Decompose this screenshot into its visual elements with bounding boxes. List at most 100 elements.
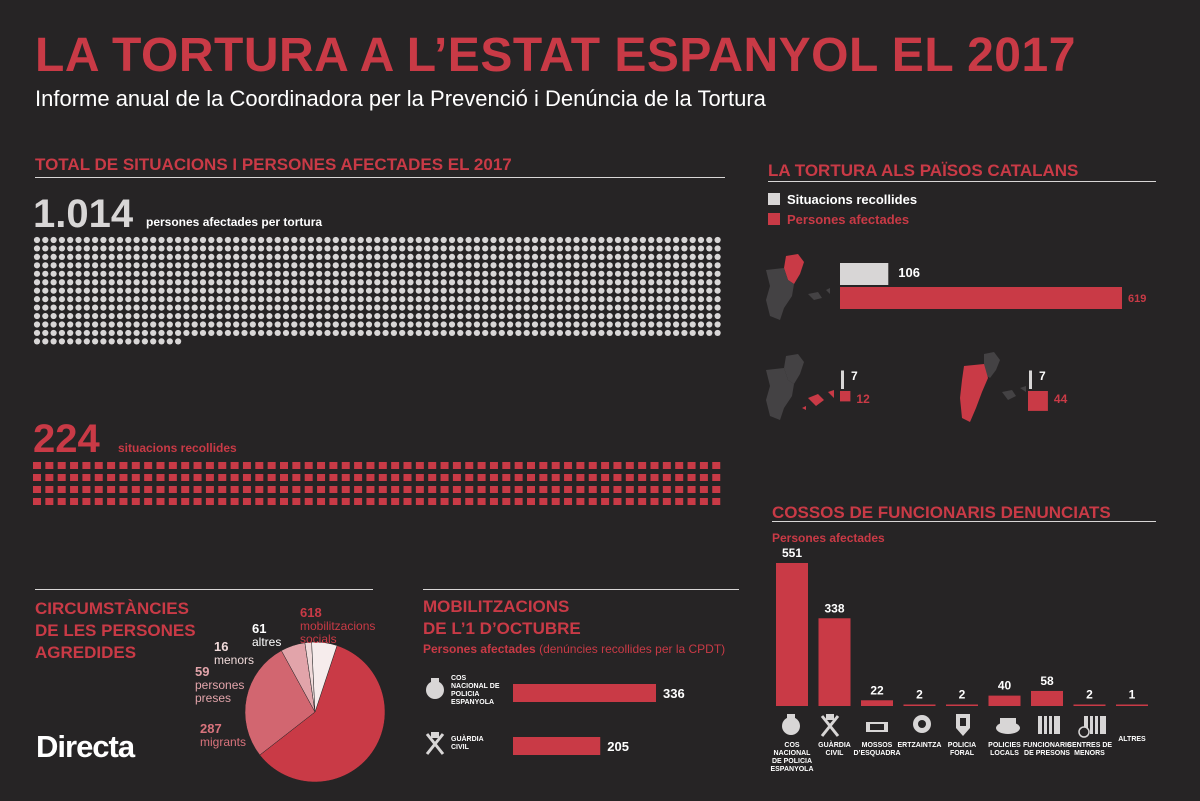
situation-square [465, 498, 474, 505]
person-dot [108, 304, 115, 311]
person-dot [548, 287, 555, 294]
person-dot [648, 287, 655, 294]
person-dot [42, 287, 49, 294]
person-dot [382, 262, 389, 269]
cossos-rule [772, 521, 1156, 522]
person-dot [42, 312, 49, 320]
person-dot [42, 270, 49, 277]
situation-square [280, 462, 288, 469]
person-dot [606, 262, 613, 269]
policies-locals-icon [996, 718, 1020, 734]
person-dot [67, 279, 74, 286]
situation-square [440, 486, 449, 493]
person-dot [482, 312, 489, 320]
person-dot [714, 304, 721, 311]
person-dot [233, 287, 240, 294]
person-dot [457, 287, 464, 294]
person-dot [33, 338, 41, 345]
person-dot [191, 236, 198, 244]
person-dot [581, 279, 588, 286]
person-dot [382, 236, 389, 244]
person-dot [332, 279, 339, 286]
person-dot [465, 321, 472, 328]
person-dot [50, 312, 57, 320]
cossos-category-label: POLICIES LOCALS [988, 742, 1021, 757]
persons-label: persones afectades per tortura [146, 215, 323, 229]
person-dot [515, 312, 522, 320]
person-dot [83, 296, 90, 303]
person-dot [540, 279, 547, 286]
mob-heading-line1: MOBILITZACIONS [423, 597, 570, 616]
situation-square [292, 486, 301, 493]
person-dot [507, 287, 514, 294]
person-dot [83, 236, 90, 244]
person-dot [606, 270, 613, 277]
person-dot [125, 236, 132, 244]
person-dot [656, 321, 663, 328]
person-dot [498, 296, 505, 303]
person-dot [540, 270, 547, 277]
person-dot [307, 253, 314, 260]
situation-square [45, 474, 54, 481]
person-dot [92, 270, 99, 277]
person-dot [316, 321, 323, 328]
person-dot [83, 304, 90, 311]
person-dot [233, 245, 240, 252]
person-dot [598, 304, 605, 311]
person-dot [191, 270, 198, 277]
person-dot [399, 270, 406, 277]
situation-square [280, 498, 288, 505]
person-dot [590, 245, 597, 252]
pie-value-2: 59 [195, 664, 210, 679]
person-dot [241, 236, 248, 244]
mob-value: 336 [663, 686, 685, 701]
person-dot [324, 296, 331, 303]
person-dot [158, 236, 165, 244]
person-dot [507, 296, 514, 303]
person-dot [67, 287, 74, 294]
person-dot [324, 262, 331, 269]
person-dot [67, 253, 74, 260]
person-dot [440, 245, 447, 252]
bar-illes-balears-situations [841, 370, 844, 389]
person-dot [706, 312, 713, 320]
person-dot [316, 296, 323, 303]
situation-square [514, 486, 523, 493]
person-dot [548, 304, 555, 311]
person-dot [399, 287, 406, 294]
situation-square [650, 462, 659, 469]
person-dot [482, 321, 489, 328]
person-dot [590, 329, 597, 337]
person-dot [382, 329, 389, 337]
person-dot [258, 245, 265, 252]
person-dot [341, 245, 348, 252]
person-dot [324, 279, 331, 286]
person-dot [83, 312, 90, 320]
person-dot [116, 270, 124, 277]
person-dot [573, 312, 580, 320]
person-dot [440, 270, 447, 277]
person-dot [498, 304, 505, 311]
person-dot [415, 312, 422, 320]
person-dot [249, 287, 256, 294]
person-dot [664, 321, 671, 328]
person-dot [382, 312, 389, 320]
person-dot [199, 312, 207, 320]
person-dot [581, 321, 588, 328]
person-dot [67, 245, 74, 252]
situation-square [477, 486, 486, 493]
person-dot [357, 279, 364, 286]
person-dot [490, 253, 497, 260]
person-dot [166, 287, 173, 294]
person-dot [390, 262, 397, 269]
person-dot [531, 236, 539, 244]
person-dot [706, 296, 713, 303]
person-dot [133, 279, 140, 286]
person-dot [673, 321, 680, 328]
person-dot [357, 270, 364, 277]
situation-square [403, 462, 412, 469]
person-dot [183, 245, 190, 252]
person-dot [365, 304, 373, 311]
person-dot [507, 236, 514, 244]
mob-label-1: GUÀRDIA CIVIL [451, 736, 484, 751]
